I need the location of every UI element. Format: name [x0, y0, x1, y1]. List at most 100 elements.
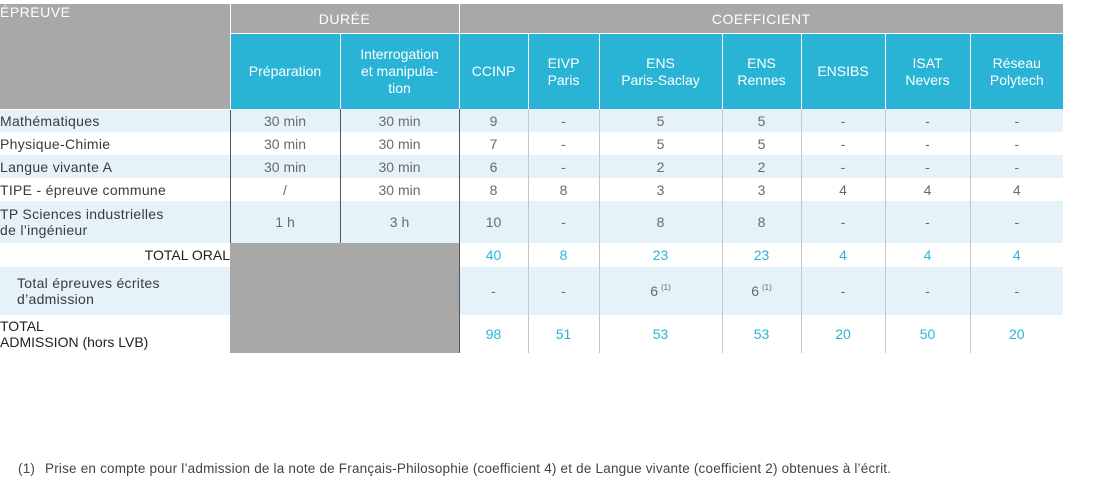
- coefficient-cell: -: [884, 109, 971, 132]
- total-admission-value: 50: [884, 315, 971, 353]
- total-oral-value: 4: [800, 243, 886, 267]
- total-oral-value: 23: [721, 243, 802, 267]
- coefficient-cell: 5: [721, 109, 802, 132]
- ecrites-value: -: [800, 267, 886, 315]
- text-line: de l’ingénieur: [0, 222, 88, 238]
- total-oral-value: 23: [598, 243, 723, 267]
- total-admission-row: TOTAL ADMISSION (hors LVB) 98 51 53 53 20 50 20: [0, 315, 1064, 353]
- total-oral-value: 40: [458, 243, 529, 267]
- text-line: Paris: [547, 71, 580, 88]
- ecrites-label: Total épreuves écrites d’admission: [0, 267, 230, 315]
- text-line: ISAT: [912, 54, 943, 71]
- epreuve-label: Physique-Chimie: [0, 132, 230, 155]
- coefficient-cell: -: [969, 201, 1064, 243]
- epreuve-label: TP Sciences industrielles de l’ingénieur: [0, 201, 230, 243]
- footnote-text: Prise en compte pour l’admission de la n…: [45, 461, 892, 476]
- ecrites-number: -: [491, 283, 496, 299]
- coefficient-cell: -: [800, 201, 886, 243]
- coefficient-cell: -: [969, 155, 1064, 178]
- coefficient-cell: 8: [527, 178, 600, 201]
- school-header: ISAT Nevers: [884, 33, 971, 109]
- interrogation-cell: 30 min: [339, 178, 460, 201]
- ecrites-value: -: [969, 267, 1064, 315]
- total-oral-row: TOTAL ORAL 40 8 23 23 4 4 4: [0, 243, 1064, 267]
- coefficient-cell: -: [527, 155, 600, 178]
- text-line: Polytech: [989, 71, 1044, 88]
- total-admission-value: 20: [800, 315, 886, 353]
- text-line: d’admission: [17, 291, 95, 307]
- text-line: tion: [388, 80, 411, 96]
- grey-cell: [230, 267, 460, 315]
- ecrites-value: -: [884, 267, 971, 315]
- grey-cell: [230, 243, 460, 267]
- coefficient-cell: 3: [598, 178, 723, 201]
- admission-table: ÉPREUVE DURÉE COEFFICIENT Préparation Interr…: [0, 4, 1064, 353]
- header-row-columns: Préparation Interrogation et manipula-tion…: [0, 33, 1064, 109]
- coefficient-cell: -: [884, 155, 971, 178]
- coefficient-cell: -: [527, 109, 600, 132]
- school-header: CCINP: [458, 33, 529, 109]
- ecrites-number: -: [1014, 283, 1020, 299]
- preparation-cell: 1 h: [229, 201, 340, 243]
- school-header: ENS Rennes: [721, 33, 802, 109]
- school-header: ENSIBS: [800, 33, 886, 109]
- coefficient-cell: 5: [598, 132, 723, 155]
- total-admission-value: 20: [969, 315, 1064, 353]
- coefficient-cell: 10: [458, 201, 529, 243]
- footnote-number: (1): [18, 461, 36, 476]
- ecrites-number: -: [925, 283, 930, 299]
- school-header: ENS Paris-Saclay: [598, 33, 723, 109]
- text-line: ENS: [646, 54, 675, 71]
- header-row-groups: ÉPREUVE DURÉE COEFFICIENT: [0, 4, 1064, 110]
- text-line: Mathématiques: [0, 112, 100, 129]
- preparation-cell: 30 min: [229, 132, 340, 155]
- epreuve-label: Langue vivante A: [0, 155, 230, 178]
- text-line: et manipula-: [360, 63, 439, 79]
- text-line: ENSIBS: [817, 63, 869, 79]
- text-line: CCINP: [471, 63, 516, 79]
- coefficient-cell: 5: [598, 109, 723, 132]
- footnote-ref: (1): [762, 283, 772, 293]
- ecrites-value: 6 (1): [721, 267, 802, 315]
- duree-header: DURÉE: [229, 4, 460, 34]
- coefficient-cell: 4: [884, 178, 971, 201]
- table-row: TIPE - épreuve commune/30 min 8 8 3 3 4 4 4: [0, 178, 1064, 201]
- total-oral-label: TOTAL ORAL: [0, 243, 230, 267]
- coefficient-header: COEFFICIENT: [458, 4, 1064, 34]
- text-line: Total épreuves écrites: [17, 275, 160, 291]
- text-line: ADMISSION (hors LVB): [0, 334, 149, 350]
- interrogation-header: Interrogation et manipula-tion: [339, 33, 460, 109]
- preparation-cell: 30 min: [229, 155, 340, 178]
- coefficient-cell: -: [527, 132, 600, 155]
- interrogation-cell: 3 h: [339, 201, 460, 243]
- text-line: Rennes: [737, 71, 786, 88]
- coefficient-cell: 8: [598, 201, 723, 243]
- table-row: Physique-Chimie 30 min 30 min 7-5 5- - -: [0, 132, 1064, 155]
- text-line: TOTAL: [0, 318, 44, 334]
- coefficient-cell: -: [969, 109, 1064, 132]
- grey-cell: [230, 315, 460, 353]
- table-row: Langue vivante A 30 min 30 min 6-2 2- - -: [0, 155, 1064, 178]
- coefficient-cell: -: [969, 132, 1064, 155]
- total-oral-value: 4: [969, 243, 1064, 267]
- table-row: Mathématiques 30 min 30 min 9-5 5- - -: [0, 109, 1064, 132]
- preparation-header: Préparation: [229, 33, 340, 109]
- coefficient-cell: 8: [721, 201, 802, 243]
- text-line: EIVP: [547, 54, 580, 71]
- total-admission-value: 53: [598, 315, 723, 353]
- school-header: EIVP Paris: [527, 33, 600, 109]
- coefficient-cell: 5: [721, 132, 802, 155]
- ecrites-number: -: [840, 283, 846, 299]
- text-line: Interrogation: [360, 46, 439, 62]
- footnote-ref: (1): [661, 283, 671, 293]
- interrogation-cell: 30 min: [339, 109, 460, 132]
- table-row: TP Sciences industrielles de l’ingénieur 1…: [0, 201, 1064, 243]
- ecrites-value: -: [527, 267, 600, 315]
- preparation-cell: /: [229, 178, 340, 201]
- ecrites-number: -: [561, 283, 566, 299]
- epreuve-label: Mathématiques: [0, 109, 230, 132]
- total-oral-value: 4: [884, 243, 971, 267]
- text-line: Réseau: [992, 54, 1041, 71]
- interrogation-cell: 30 min: [339, 155, 460, 178]
- epreuve-label: TIPE - épreuve commune: [0, 178, 230, 201]
